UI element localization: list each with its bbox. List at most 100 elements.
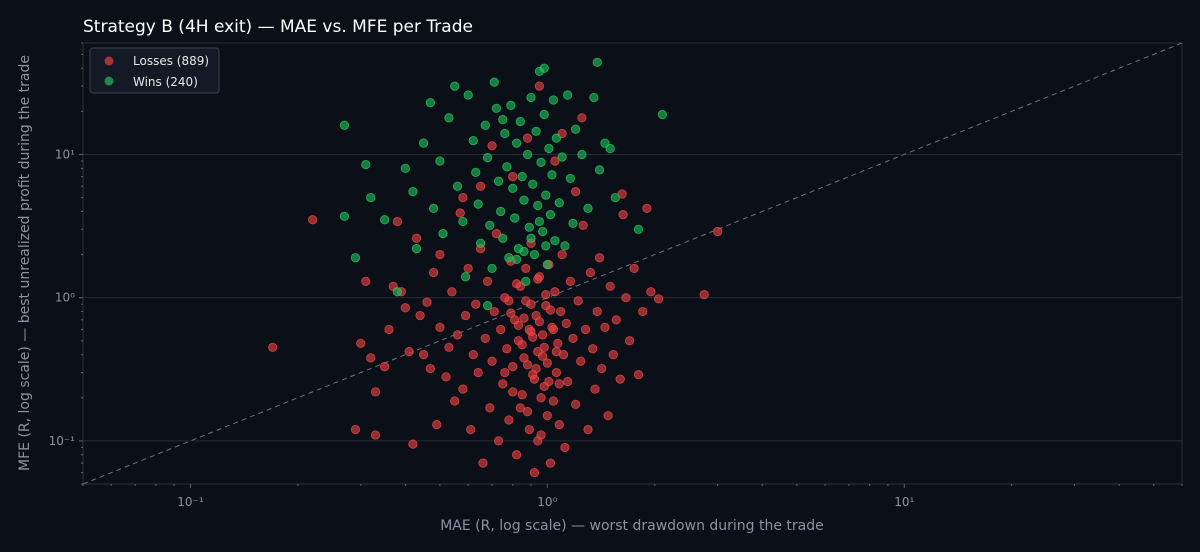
loss-point <box>713 226 723 237</box>
loss-point <box>480 333 490 343</box>
win-point <box>491 103 502 113</box>
loss-point <box>563 376 573 387</box>
loss-point <box>548 324 559 335</box>
win-point <box>539 63 549 73</box>
win-point <box>541 190 551 200</box>
x-tick-label: 10⁰ <box>537 495 557 509</box>
y-axis-label: MFE (R, log scale) — best unrealized pro… <box>17 55 33 471</box>
loss-point <box>618 210 628 220</box>
loss-point <box>538 351 548 361</box>
legend-marker-wins <box>104 76 114 86</box>
win-point <box>471 167 481 177</box>
loss-point <box>583 424 593 435</box>
x-tick-label: 10⁻¹ <box>177 495 204 509</box>
loss-point <box>588 344 598 354</box>
win-point <box>533 200 543 211</box>
win-point <box>473 199 483 209</box>
loss-point <box>404 347 414 357</box>
loss-point <box>491 229 502 239</box>
plot-area <box>82 42 1183 485</box>
x-axis-label: MAE (R, log scale) — worst drawdown duri… <box>440 518 824 534</box>
loss-point <box>498 379 508 389</box>
loss-point <box>592 306 602 317</box>
win-point <box>496 206 506 217</box>
loss-point <box>511 279 522 289</box>
loss-point <box>550 156 560 166</box>
win-point <box>594 165 605 175</box>
win-point <box>463 90 473 100</box>
loss-point <box>517 340 527 350</box>
loss-point <box>629 263 639 274</box>
loss-point <box>560 442 570 453</box>
loss-point <box>541 290 551 300</box>
loss-point <box>458 192 468 203</box>
loss-point <box>515 403 525 413</box>
loss-point <box>428 267 439 278</box>
win-point <box>542 260 552 270</box>
loss-point <box>455 208 465 218</box>
loss-point <box>642 203 652 214</box>
win-point <box>493 176 504 186</box>
win-point <box>577 149 587 160</box>
loss-point <box>508 387 518 397</box>
win-point <box>524 222 534 232</box>
loss-point <box>366 353 376 363</box>
loss-point <box>556 306 566 317</box>
loss-point <box>460 310 471 321</box>
loss-point <box>603 411 613 421</box>
loss-point <box>452 330 463 340</box>
loss-point <box>415 310 425 321</box>
win-point <box>508 183 518 193</box>
win-point <box>452 181 463 191</box>
loss-point <box>408 439 418 449</box>
win-point <box>531 126 541 136</box>
loss-point <box>578 220 588 230</box>
loss-point <box>485 403 495 413</box>
loss-point <box>422 297 432 307</box>
loss-point <box>517 390 527 400</box>
loss-point <box>411 233 422 243</box>
loss-point <box>435 322 445 333</box>
win-point <box>605 143 615 154</box>
win-point <box>506 100 516 111</box>
x-axis-ticks: 10⁻¹ 10⁰ 10¹ <box>82 484 1183 509</box>
win-point <box>502 162 512 172</box>
loss-point <box>536 393 546 403</box>
win-point <box>438 229 448 239</box>
loss-point <box>522 133 533 143</box>
loss-point <box>539 342 549 352</box>
win-point <box>500 128 510 139</box>
chart-title: Strategy B (4H exit) — MAE vs. MFE per T… <box>83 17 473 37</box>
legend-marker-losses <box>104 56 114 66</box>
win-point <box>592 57 602 67</box>
win-point <box>568 218 578 229</box>
win-point <box>515 116 525 127</box>
loss-point <box>554 419 564 430</box>
win-point <box>526 92 536 103</box>
win-point <box>504 253 514 263</box>
win-point <box>350 253 361 263</box>
loss-point <box>544 376 554 387</box>
y-tick-label: 10¹ <box>55 147 75 161</box>
loss-point <box>502 344 512 354</box>
win-point <box>482 301 493 311</box>
loss-point <box>508 362 518 372</box>
loss-point <box>361 276 371 286</box>
y-tick-label: 10⁻¹ <box>49 434 76 448</box>
win-point <box>480 120 490 130</box>
loss-point <box>557 249 567 260</box>
loss-point <box>522 407 533 417</box>
win-point <box>548 95 559 105</box>
loss-point <box>625 336 635 346</box>
loss-point <box>534 81 545 91</box>
win-point <box>571 124 581 134</box>
win-point <box>519 195 529 205</box>
loss-point <box>478 458 488 468</box>
loss-point <box>526 299 536 309</box>
win-point <box>418 138 429 148</box>
win-point <box>551 133 561 143</box>
win-point <box>435 156 445 166</box>
loss-point <box>441 372 451 382</box>
win-point <box>563 90 573 100</box>
win-point <box>450 81 460 91</box>
